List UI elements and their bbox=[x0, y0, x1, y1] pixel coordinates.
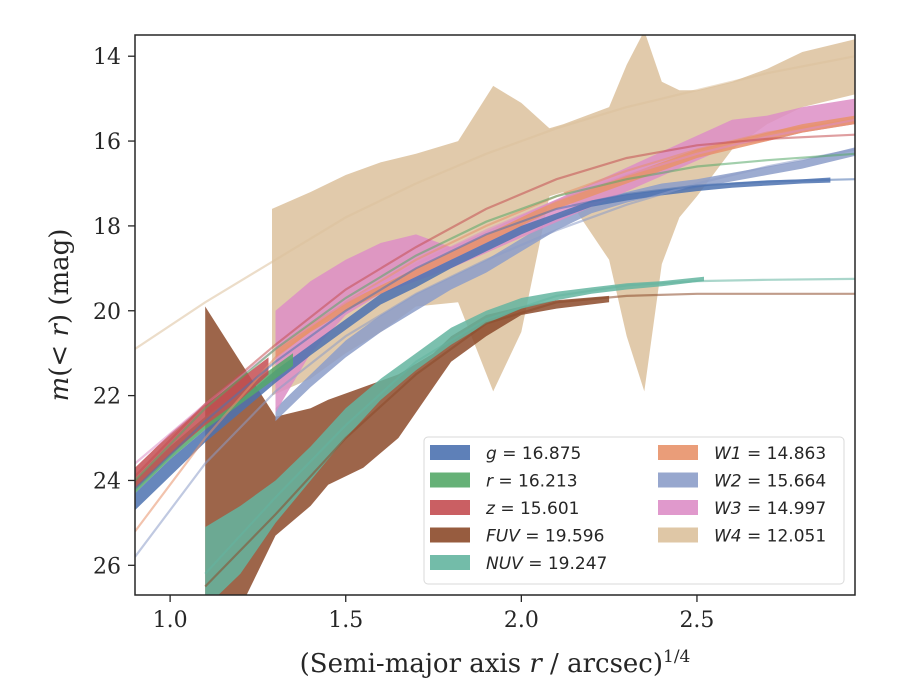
model-line-FUV bbox=[204, 292, 855, 588]
legend-swatch-W4 bbox=[658, 527, 698, 543]
y-axis-label: m(< r) (mag) bbox=[45, 229, 75, 402]
legend-swatch-W1 bbox=[658, 445, 698, 460]
legend-swatch-NUV bbox=[430, 555, 470, 570]
band-NUV bbox=[205, 276, 704, 595]
legend-label-W2: W2 = 15.664 bbox=[714, 472, 826, 492]
legend: g = 16.875 r = 16.213 z = 15.601 FUV = 19.5… bbox=[423, 436, 845, 585]
legend-swatch-g bbox=[430, 445, 470, 460]
x-tick-label: 1.5 bbox=[328, 608, 363, 633]
x-axis-label: (Semi-major axis r / arcsec)1/4 bbox=[300, 647, 691, 679]
model-line-NUV bbox=[204, 277, 855, 575]
legend-swatch-r bbox=[430, 472, 470, 488]
y-tick-label: 22 bbox=[93, 385, 121, 410]
plot-content bbox=[135, 35, 855, 595]
y-tick-label: 14 bbox=[93, 45, 121, 70]
y-axis: 14 16 18 20 22 24 26 bbox=[93, 45, 135, 579]
band-r bbox=[135, 353, 293, 494]
legend-label-W4: W4 = 12.051 bbox=[714, 527, 826, 547]
model-line-z bbox=[135, 133, 855, 477]
legend-label-r: r = 16.213 bbox=[486, 472, 578, 492]
y-tick-label: 24 bbox=[93, 469, 121, 494]
legend-swatch-W2 bbox=[658, 472, 698, 488]
legend-label-g: g = 16.875 bbox=[486, 444, 581, 464]
model-line-r bbox=[135, 152, 855, 482]
model-line-g bbox=[135, 178, 855, 490]
y-tick-label: 18 bbox=[93, 215, 121, 240]
legend-swatch-FUV bbox=[430, 527, 470, 543]
x-axis: 1.0 1.5 2.0 2.5 bbox=[153, 595, 714, 633]
legend-label-FUV: FUV = 19.596 bbox=[486, 527, 604, 547]
y-tick-label: 20 bbox=[93, 300, 121, 325]
x-tick-label: 1.0 bbox=[153, 608, 188, 633]
model-line-W2 bbox=[135, 148, 855, 558]
plot-frame bbox=[134, 34, 856, 596]
legend-label-W3: W3 = 14.997 bbox=[714, 499, 826, 519]
legend-swatch-z bbox=[430, 500, 470, 515]
legend-label-NUV: NUV = 19.247 bbox=[486, 554, 607, 574]
y-tick-label: 26 bbox=[93, 554, 121, 579]
x-tick-label: 2.5 bbox=[679, 608, 714, 633]
legend-label-W1: W1 = 14.863 bbox=[714, 444, 826, 464]
legend-swatch-W3 bbox=[658, 500, 698, 515]
y-tick-label: 16 bbox=[93, 130, 121, 155]
x-tick-label: 2.0 bbox=[504, 608, 539, 633]
model-line-W4 bbox=[135, 55, 855, 350]
legend-box bbox=[423, 436, 845, 585]
legend-label-z: z = 15.601 bbox=[485, 499, 579, 519]
